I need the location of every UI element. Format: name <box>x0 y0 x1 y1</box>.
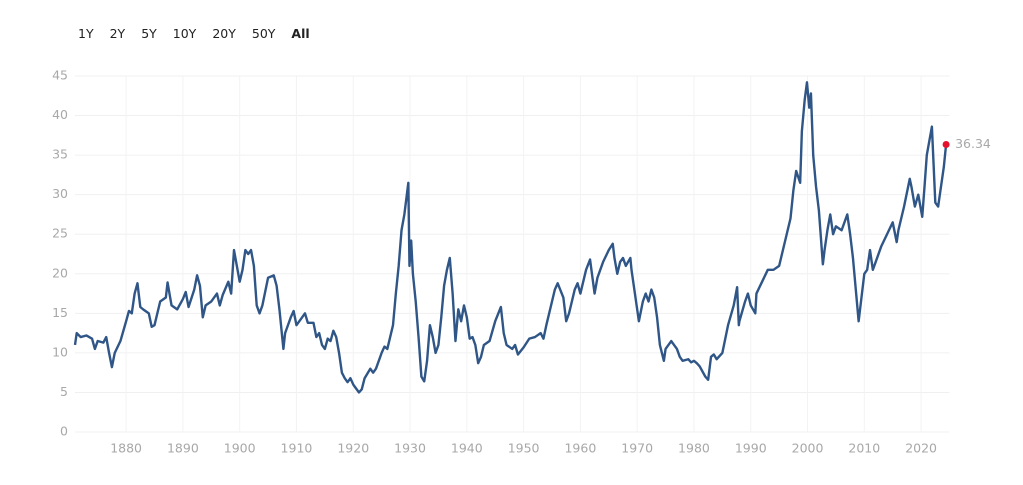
x-tick-label: 1920 <box>337 441 369 456</box>
x-tick-label: 1900 <box>224 441 256 456</box>
x-tick-label: 1950 <box>508 441 540 456</box>
x-tick-label: 1890 <box>167 441 199 456</box>
y-tick-label: 30 <box>52 186 68 201</box>
range-button[interactable]: 50Y <box>251 26 276 41</box>
last-value-label: 36.34 <box>955 136 991 151</box>
x-tick-label: 1940 <box>451 441 483 456</box>
x-tick-label: 1990 <box>735 441 767 456</box>
x-tick-label: 1930 <box>394 441 426 456</box>
x-tick-label: 1960 <box>564 441 596 456</box>
range-button[interactable]: 1Y <box>78 26 94 41</box>
y-tick-label: 10 <box>52 344 68 359</box>
y-tick-label: 35 <box>52 147 68 162</box>
y-tick-label: 15 <box>52 305 68 320</box>
y-tick-label: 0 <box>60 424 68 439</box>
range-buttons: 1Y 2Y 5Y 10Y 20Y 50Y All <box>70 24 318 43</box>
line <box>73 81 948 394</box>
last-point <box>942 141 950 149</box>
x-tick-label: 1980 <box>678 441 710 456</box>
y-tick-label: 40 <box>52 107 68 122</box>
x-tick-label: 2020 <box>905 441 937 456</box>
x-tick-label: 2010 <box>848 441 880 456</box>
x-tick-label: 1970 <box>621 441 653 456</box>
y-tick-label: 25 <box>52 226 68 241</box>
range-button[interactable]: 10Y <box>172 26 197 41</box>
range-button[interactable]: 20Y <box>212 26 236 41</box>
y-tick-label: 20 <box>52 265 68 280</box>
x-tick-label: 1880 <box>110 441 142 456</box>
x-tick-label: 1910 <box>281 441 313 456</box>
range-button[interactable]: 5Y <box>141 26 157 41</box>
range-button[interactable]: All <box>291 26 310 41</box>
x-tick-label: 2000 <box>792 441 824 456</box>
range-button[interactable]: 2Y <box>109 26 126 41</box>
y-tick-label: 45 <box>52 68 68 83</box>
y-tick-label: 5 <box>60 384 68 399</box>
